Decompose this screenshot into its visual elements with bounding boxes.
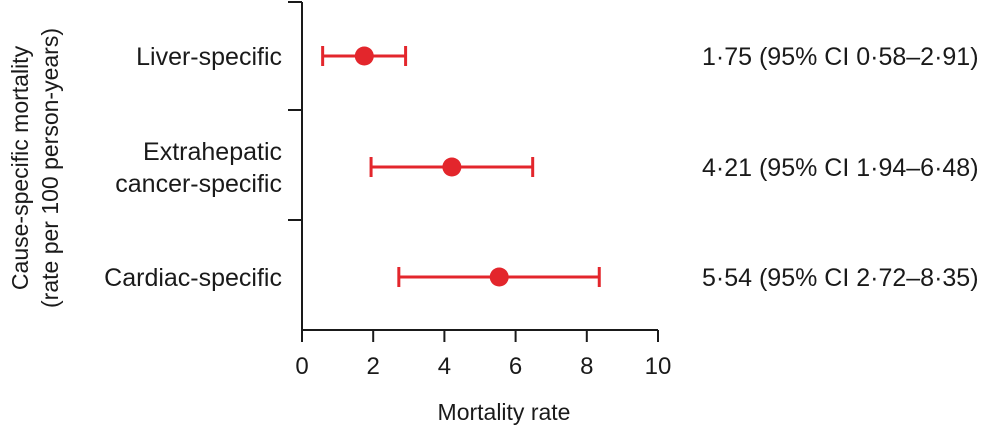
category-labels: Liver-specific Extrahepatic cancer-specifi… xyxy=(104,43,282,292)
category-label-1: Extrahepatic cancer-specific xyxy=(115,138,282,198)
point-estimate-marker xyxy=(489,267,509,287)
x-tick-label-6: 6 xyxy=(509,353,522,380)
point-group-0 xyxy=(321,46,408,66)
value-annotation-2: 5·54 (95% CI 2·72–8·35) xyxy=(702,264,979,292)
point-group-2 xyxy=(397,267,601,287)
x-tick-label-4: 4 xyxy=(438,353,451,380)
x-axis-label: Mortality rate xyxy=(438,399,571,425)
category-label-line: Cardiac-specific xyxy=(104,264,282,292)
point-group-1 xyxy=(369,157,535,177)
category-label-0: Liver-specific xyxy=(136,43,282,71)
category-label-line: Liver-specific xyxy=(136,43,282,71)
x-tick-label-2: 2 xyxy=(367,353,380,380)
y-axis-label: Cause-specific mortality (rate per 100 pe… xyxy=(7,28,63,308)
x-tick-label-0: 0 xyxy=(295,353,308,380)
value-annotations: 1·75 (95% CI 0·58–2·91) 4·21 (95% CI 1·94… xyxy=(702,43,979,292)
value-annotation-0: 1·75 (95% CI 0·58–2·91) xyxy=(702,43,979,71)
category-label-line: cancer-specific xyxy=(115,170,282,198)
point-estimate-marker xyxy=(442,157,462,177)
y-axis-ticks xyxy=(288,1,302,221)
x-tick-label-8: 8 xyxy=(580,353,593,380)
x-axis-ticks: 0 2 4 6 8 10 xyxy=(295,330,671,380)
y-axis-label-line: Cause-specific mortality xyxy=(7,45,33,290)
x-tick-label-10: 10 xyxy=(645,353,672,380)
category-label-2: Cardiac-specific xyxy=(104,264,282,292)
point-estimate-marker xyxy=(354,46,374,66)
y-axis-label-line: (rate per 100 person-years) xyxy=(37,28,63,308)
value-annotation-1: 4·21 (95% CI 1·94–6·48) xyxy=(702,154,979,182)
data-points xyxy=(321,46,601,287)
category-label-line: Extrahepatic xyxy=(143,138,282,166)
